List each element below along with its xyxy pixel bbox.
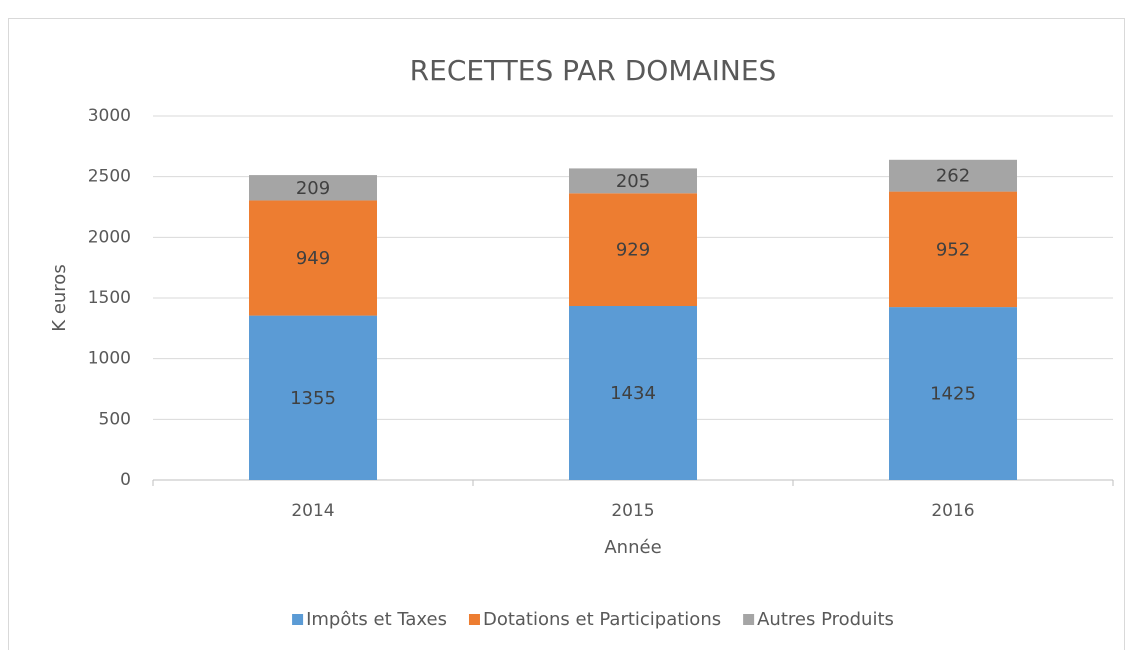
y-tick-label: 1000 <box>88 349 131 369</box>
legend-label: Autres Produits <box>757 609 894 630</box>
x-tick-label: 2016 <box>931 501 974 521</box>
x-tick-label: 2015 <box>611 501 654 521</box>
chart-frame <box>8 18 1125 650</box>
x-axis-title: Année <box>604 537 661 558</box>
bar-segment <box>889 191 1017 308</box>
data-label: 1425 <box>930 384 976 405</box>
data-label: 952 <box>936 239 970 260</box>
bar-segment <box>889 159 1017 192</box>
legend-swatch <box>468 614 480 625</box>
x-tick-label: 2014 <box>291 501 334 521</box>
data-label: 209 <box>296 178 330 199</box>
bar-segment <box>249 315 377 480</box>
y-tick-label: 1500 <box>88 288 131 308</box>
y-tick-label: 0 <box>120 470 131 490</box>
y-tick-label: 500 <box>99 409 131 429</box>
bar-segment <box>249 200 377 316</box>
data-label: 929 <box>616 240 650 261</box>
chart-title: RECETTES PAR DOMAINES <box>410 54 777 87</box>
data-label: 205 <box>616 171 650 192</box>
bar-segment <box>569 306 697 480</box>
bar-segment <box>569 193 697 307</box>
legend-swatch <box>743 614 755 625</box>
y-tick-label: 2500 <box>88 167 131 187</box>
data-label: 1434 <box>610 383 656 404</box>
y-axis-title: K euros <box>49 264 70 331</box>
y-tick-label: 2000 <box>88 227 131 247</box>
bar-segment <box>249 175 377 201</box>
legend-label: Dotations et Participations <box>483 609 721 630</box>
legend-swatch <box>292 614 304 625</box>
data-label: 1355 <box>290 388 336 409</box>
legend-label: Impôts et Taxes <box>306 609 447 630</box>
bar-segment <box>889 307 1017 480</box>
bar-segment <box>569 168 697 194</box>
data-label: 262 <box>936 166 970 187</box>
data-label: 949 <box>296 248 330 269</box>
y-tick-label: 3000 <box>88 106 131 126</box>
